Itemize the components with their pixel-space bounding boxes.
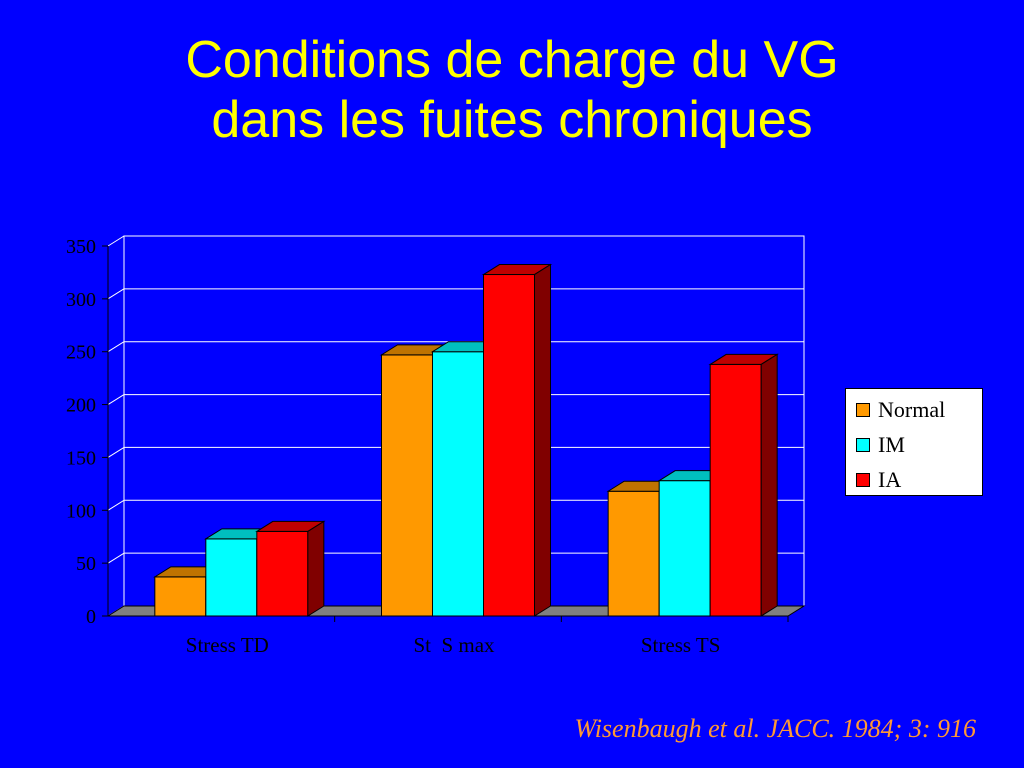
x-tick-label: Stress TS — [641, 633, 721, 657]
title-line-1: Conditions de charge du VG — [185, 31, 839, 89]
bar-side-ia-2 — [534, 263, 551, 617]
y-tick-label: 0 — [86, 606, 96, 628]
gridline-side — [107, 552, 125, 564]
legend-swatch-normal — [856, 403, 870, 417]
bar-im-3 — [658, 480, 711, 617]
gridline-side — [107, 499, 125, 511]
legend-swatch-im — [856, 438, 870, 452]
slide-title: Conditions de charge du VG dans les fuit… — [0, 30, 1024, 150]
y-tick-label: 350 — [66, 236, 96, 258]
gridline-side — [107, 394, 125, 405]
gridline-side — [107, 341, 125, 353]
legend-swatch-ia — [856, 473, 870, 487]
bar-ia-2 — [483, 274, 535, 617]
y-tick-label: 150 — [66, 447, 96, 469]
x-tick-label: St S max — [413, 633, 495, 657]
legend-item-im: IM — [856, 432, 905, 458]
bar-normal-2 — [381, 354, 433, 617]
y-tick-label: 200 — [66, 395, 96, 417]
legend-label-normal: Normal — [878, 397, 946, 422]
gridline-side — [107, 235, 125, 247]
y-tick-label: 100 — [66, 500, 96, 522]
legend-item-normal: Normal — [856, 397, 945, 423]
bar-im-1 — [205, 538, 258, 617]
title-line-2: dans les fuites chroniques — [211, 91, 813, 149]
bar-normal-1 — [154, 576, 207, 617]
x-tick-label: Stress TD — [186, 633, 269, 657]
bar-side-ia-1 — [307, 520, 325, 617]
bar-im-2 — [432, 351, 484, 617]
chart-legend: Normal IM IA — [845, 388, 983, 496]
legend-label-ia: IA — [878, 467, 902, 492]
bar-side-ia-3 — [760, 353, 778, 617]
bar-ia-3 — [709, 363, 762, 617]
bar-normal-3 — [607, 490, 660, 617]
legend-item-ia: IA — [856, 467, 901, 493]
gridline-side — [107, 288, 125, 300]
citation: Wisenbaugh et al. JACC. 1984; 3: 916 — [574, 714, 976, 743]
y-tick-label: 250 — [66, 342, 96, 364]
gridline-side — [107, 447, 125, 458]
y-tick-label: 300 — [66, 289, 96, 311]
y-tick-label: 50 — [76, 553, 96, 575]
legend-label-im: IM — [878, 432, 905, 457]
bar-ia-1 — [256, 530, 309, 617]
